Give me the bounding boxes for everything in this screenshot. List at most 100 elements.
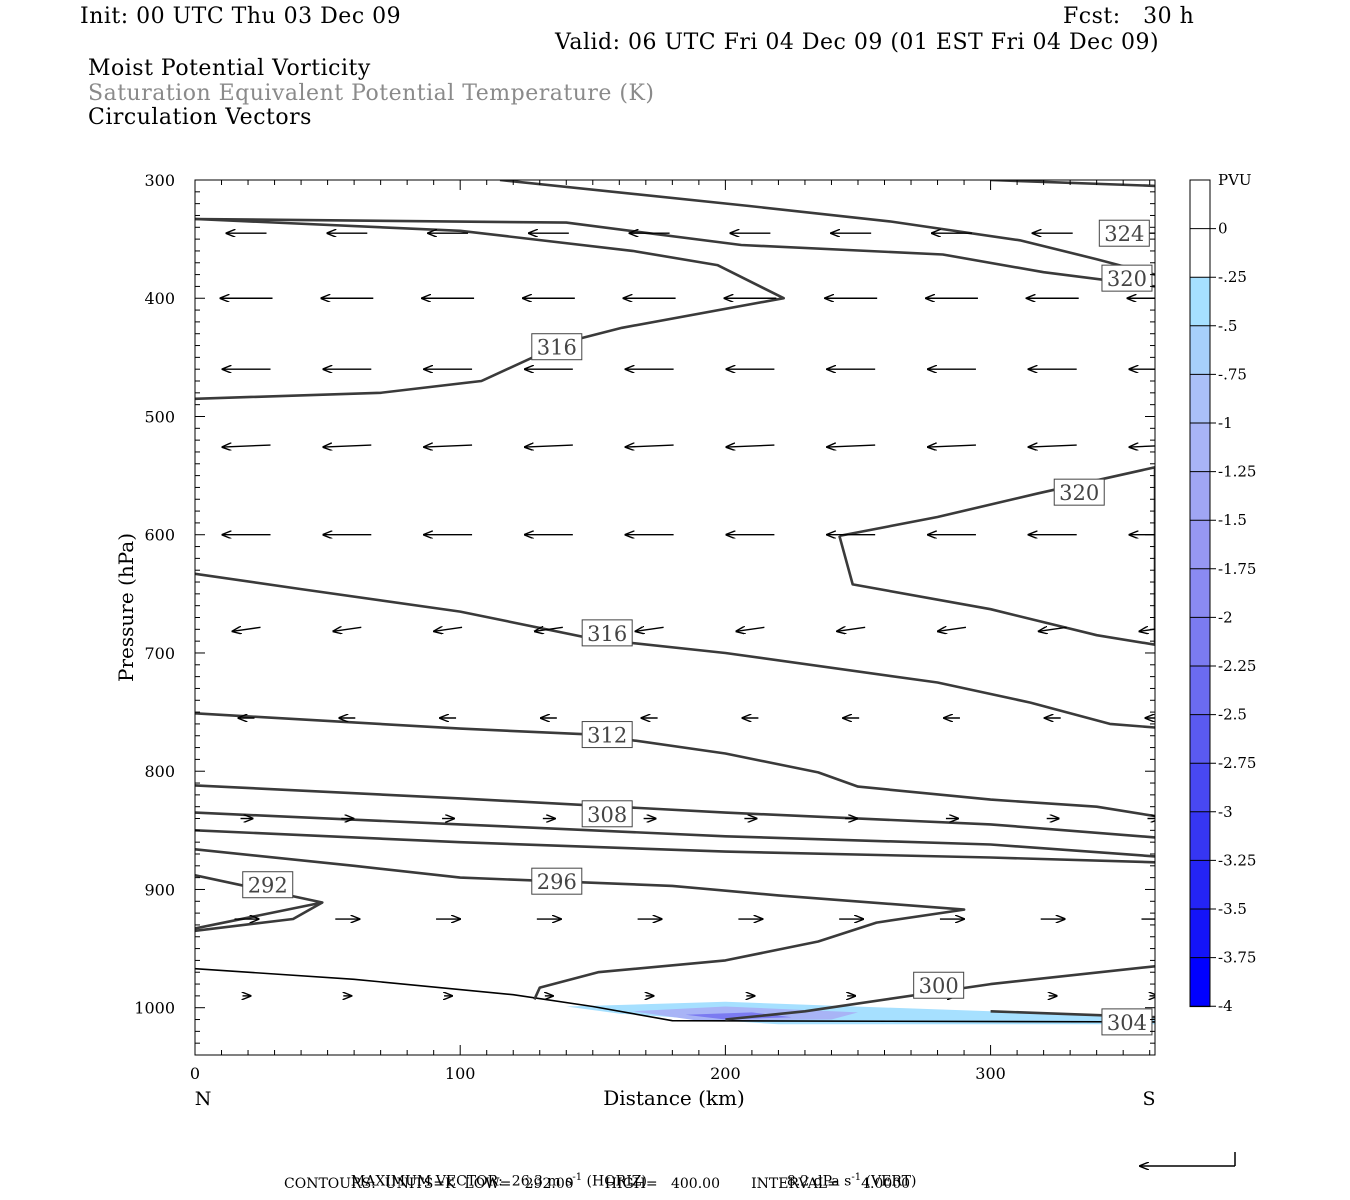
colorbar-label: -2.5 [1218,706,1247,724]
thetae-contour-13 [725,965,1155,1021]
field-title-thetae: Saturation Equivalent Potential Temperat… [88,81,655,106]
thetae-contour-2 [195,217,1155,288]
colorbar-label: -3 [1218,803,1233,821]
max-vector-note: MAXIMUM VECTOR: 26.3 m s-1 (HORIZ) [350,1172,647,1190]
contour-label: 296 [537,870,577,894]
x-end-label-north: N [195,1088,212,1110]
y-tick-label: 300 [144,171,175,190]
thetae-contour-7 [195,784,1155,839]
max-vert-note: 8.2 dPa s-1 (VERT) [786,1172,917,1190]
colorbar-label: -.5 [1218,317,1237,335]
circulation-vector [827,445,876,447]
colorbar-label: -1.5 [1218,511,1247,529]
contour-label-box [1098,219,1150,247]
circulation-vector [1129,445,1155,447]
circulation-vector [1029,445,1077,447]
colorbar-swatch [1190,423,1210,473]
thetae-contour-9 [195,829,1155,864]
x-axis-title: Distance (km) [603,1086,745,1110]
contour-label: 308 [587,803,627,827]
colorbar-swatch [1190,520,1210,570]
colorbar-swatch [1190,909,1210,959]
colorbar-swatch [1190,617,1210,667]
colorbar-swatch [1190,277,1210,327]
thetae-contour-12 [195,901,323,933]
colorbar-label: -2.25 [1218,657,1256,675]
colorbar-swatch [1190,471,1210,521]
colorbar-swatch [1190,228,1210,278]
circulation-vector [736,627,765,631]
x-tick-label: 100 [445,1064,476,1083]
plot-frame [194,179,1156,1056]
thetae-contour-3 [195,217,786,401]
circulation-vector [636,627,664,631]
circulation-vector [1039,627,1067,631]
ground-surface-line [195,967,1155,1023]
thetae-contour-0 [499,180,1155,276]
colorbar-swatch [1190,325,1210,375]
colorbar-label: -2 [1218,608,1233,626]
field-title-vectors: Circulation Vectors [88,105,312,130]
colorbar-swatch [1190,714,1210,764]
circulation-vector [525,445,573,447]
contour-label-box [581,619,633,647]
thetae-contour-5 [195,572,1155,729]
circulation-vector [837,627,866,631]
colorbar-swatch [1190,957,1210,1007]
contour-label-box [913,971,965,999]
colorbar-units: PVU [1218,171,1252,189]
colorbar-swatch [1190,860,1210,910]
thetae-contour-1 [990,180,1155,188]
colorbar-label: -1.75 [1218,560,1256,578]
colorbar-label: -2.75 [1218,754,1256,772]
circulation-vector [928,445,976,447]
thetae-contour-10 [195,848,966,1000]
circulation-vector [726,445,775,447]
contour-label: 316 [537,336,577,360]
colorbar-swatch [1190,180,1210,230]
colorbar-swatch [1190,374,1210,424]
y-axis-title: Pressure (hPa) [114,533,138,682]
contour-label-box [531,867,583,895]
colorbar-label: -4 [1218,997,1233,1015]
contour-label: 304 [1107,1011,1147,1035]
circulation-vector [626,445,674,447]
contour-label: 320 [1107,267,1147,291]
contour-label-box [242,871,294,899]
colorbar-label: -3.75 [1218,949,1256,967]
y-tick-label: 800 [144,762,175,781]
colorbar-label: -.75 [1218,365,1247,383]
colorbar-label: -1.25 [1218,463,1256,481]
colorbar-swatch [1190,568,1210,618]
contour-label: 324 [1104,222,1144,246]
y-tick-label: 600 [144,526,175,545]
y-tick-label: 500 [144,407,175,426]
x-tick-label: 0 [190,1064,200,1083]
contour-label: 316 [587,622,627,646]
field-title-pv: Moist Potential Vorticity [88,56,371,81]
circulation-vector [424,445,473,447]
colorbar-swatch [1190,666,1210,716]
circulation-vector [333,627,362,631]
x-tick-label: 300 [975,1064,1006,1083]
contour-label-box [581,721,633,749]
init-time: Init: 00 UTC Thu 03 Dec 09 [80,4,402,29]
contour-label: 320 [1059,481,1099,505]
thetae-contour-4 [838,465,1155,647]
colorbar-label: 0 [1218,220,1228,238]
contour-label-box [581,800,633,828]
colorbar-label: -3.5 [1218,900,1247,918]
y-tick-label: 900 [144,880,175,899]
colorbar-swatch [1190,811,1210,861]
contour-label: 312 [587,724,627,748]
contour-label: 300 [919,974,959,998]
circulation-vector [535,627,563,631]
x-end-label-south: S [1142,1088,1155,1110]
y-tick-label: 700 [144,644,175,663]
forecast-hour: Fcst: 30 h [1063,4,1195,29]
plot-area: 324 320 316 320 316 312 308 296 292 300 304 [195,180,1155,1036]
contour-label-box [1101,264,1153,292]
circulation-vector [233,627,261,631]
circulation-vector [323,445,372,447]
